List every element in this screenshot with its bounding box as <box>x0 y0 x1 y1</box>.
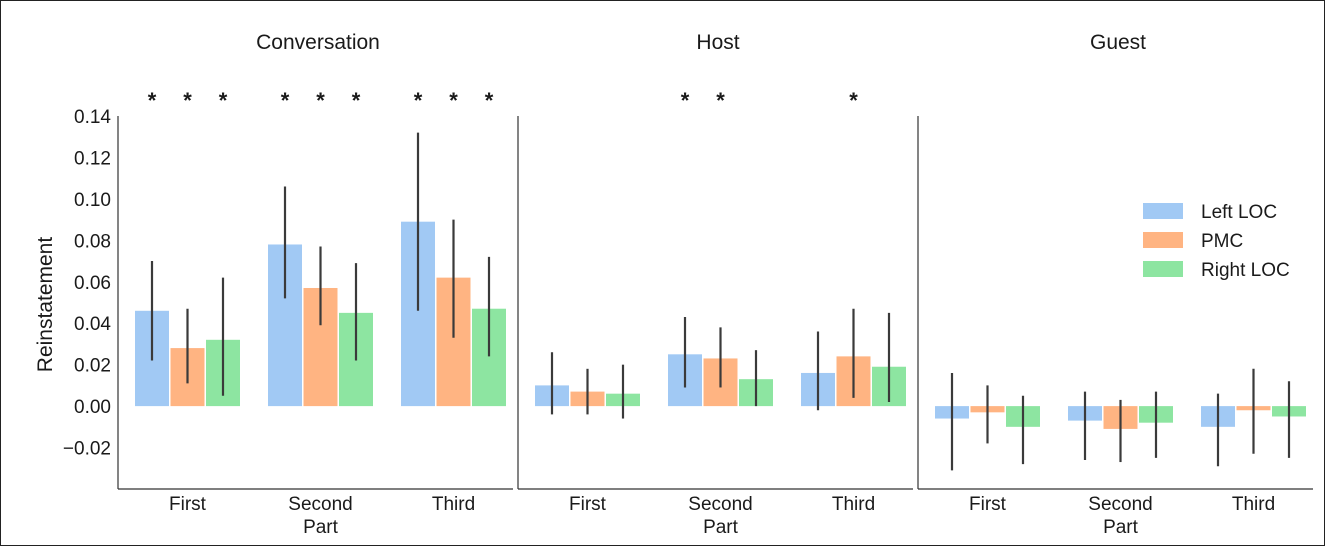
significance-star: * <box>716 88 725 113</box>
x-axis-label: Part <box>703 517 739 538</box>
y-tick-label: 0.00 <box>74 397 111 418</box>
significance-star: * <box>485 88 494 113</box>
significance-star: * <box>281 88 290 113</box>
x-tick-label: Second <box>1088 494 1152 515</box>
panel-title: Host <box>696 31 739 54</box>
x-tick-label: First <box>169 494 207 515</box>
x-tick-label: First <box>569 494 607 515</box>
y-tick-label: 0.08 <box>74 231 111 252</box>
x-axis-label: Part <box>1103 517 1139 538</box>
significance-star: * <box>352 88 361 113</box>
x-tick-label: Second <box>288 494 352 515</box>
significance-star: * <box>148 88 157 113</box>
legend-swatch-left-loc <box>1143 203 1183 219</box>
y-tick-label: −0.02 <box>63 439 111 460</box>
panel-title: Guest <box>1090 31 1146 54</box>
legend-label: Right LOC <box>1201 260 1290 281</box>
y-tick-label: 0.12 <box>74 148 111 169</box>
x-tick-label: Third <box>832 494 875 515</box>
y-axis-label: Reinstatement <box>34 237 57 373</box>
x-tick-label: Third <box>432 494 475 515</box>
x-tick-label: First <box>969 494 1007 515</box>
x-axis-label: Part <box>303 517 339 538</box>
y-tick-label: 0.06 <box>74 273 111 294</box>
significance-star: * <box>219 88 228 113</box>
x-tick-label: Third <box>1232 494 1275 515</box>
panel-conversation: Conversation 0.14 0.12 0.10 0.08 0.06 0.04 0.02… <box>34 31 513 538</box>
legend-label: Left LOC <box>1201 202 1277 223</box>
significance-star: * <box>849 88 858 113</box>
significance-star: * <box>414 88 423 113</box>
legend: Left LOC PMC Right LOC <box>1143 202 1290 281</box>
significance-star: * <box>316 88 325 113</box>
y-tick-label: 0.14 <box>74 107 111 128</box>
significance-star: * <box>183 88 192 113</box>
significance-star: * <box>681 88 690 113</box>
legend-label: PMC <box>1201 231 1243 252</box>
panel-title: Conversation <box>256 31 380 54</box>
legend-swatch-pmc <box>1143 232 1183 248</box>
legend-swatch-right-loc <box>1143 261 1183 277</box>
y-tick-label: 0.02 <box>74 356 111 377</box>
y-tick-label: 0.10 <box>74 190 111 211</box>
y-tick-label: 0.04 <box>74 314 111 335</box>
x-tick-label: Second <box>688 494 752 515</box>
significance-star: * <box>449 88 458 113</box>
